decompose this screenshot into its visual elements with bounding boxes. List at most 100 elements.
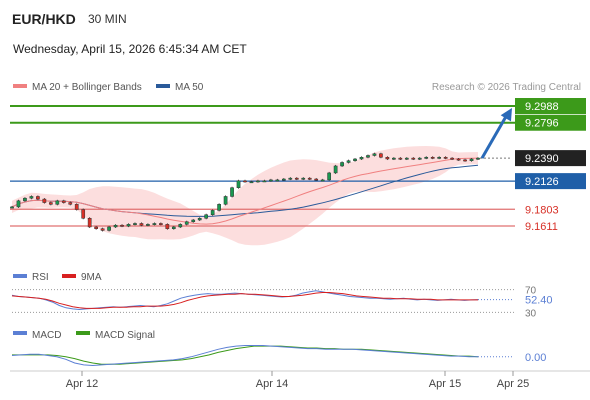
ma20-legend-label: MA 20 + Bollinger Bands: [32, 82, 142, 93]
candle-body: [392, 157, 396, 160]
rsi-legend-label: RSI: [32, 272, 49, 283]
candle-body: [353, 158, 357, 161]
candle-body: [10, 206, 14, 209]
candle-body: [197, 217, 202, 221]
target-label-box-1: [515, 114, 586, 131]
candle-body: [294, 177, 299, 180]
candle-body: [23, 197, 27, 202]
last-label-text-2: 9.2390: [525, 153, 559, 165]
rsi-ma-legend-swatch: [62, 274, 76, 278]
candle-body: [269, 179, 273, 182]
candle-body: [404, 157, 409, 160]
candle-body: [230, 187, 234, 197]
candle-body: [398, 157, 403, 160]
candle-body: [437, 156, 442, 159]
price-levels: [10, 105, 515, 227]
credit-label: Research © 2026 Trading Central: [432, 82, 581, 93]
rsi-ma-legend-label: 9MA: [81, 272, 102, 283]
macd-signal-line: [12, 345, 479, 365]
x-tick-label-1: Apr 14: [256, 378, 288, 390]
moving-averages: [11, 157, 479, 225]
pivot-label-box-3: [515, 173, 586, 190]
candle-body: [314, 178, 319, 181]
symbol-title: EUR/HKD: [12, 11, 76, 27]
x-tick-label-2: Apr 15: [429, 378, 461, 390]
candle-body: [100, 228, 105, 231]
candle-body: [281, 178, 286, 181]
last-label-box-2: [515, 150, 586, 167]
candle-body: [55, 200, 60, 205]
target-label-box-0: [515, 98, 586, 114]
candle-body: [120, 224, 124, 227]
candle-body: [243, 180, 247, 183]
datetime-label: Wednesday, April 15, 2026 6:45:34 AM CET: [13, 42, 247, 56]
candle-body: [178, 224, 183, 228]
candle-body: [152, 223, 157, 225]
candle-body: [217, 204, 221, 211]
level-labels: 9.2988 9.2796 9.2390 9.2126 9.1803 9.1611: [515, 98, 586, 233]
candle-body: [29, 196, 34, 199]
candle-body: [191, 219, 196, 222]
candle-body: [223, 196, 228, 205]
support-label-text-5: 9.1611: [525, 221, 558, 233]
candle-body: [256, 180, 260, 183]
x-axis: Apr 12 Apr 14 Apr 15 Apr 25: [66, 371, 529, 390]
bollinger-band-area: [12, 146, 478, 246]
candle-body: [275, 179, 280, 182]
macd-legend-swatch: [13, 331, 27, 335]
candle-body: [372, 153, 377, 156]
candle-body: [430, 156, 435, 159]
candle-body: [107, 226, 111, 231]
candle-body: [133, 223, 137, 225]
target-label-text-1: 9.2796: [525, 118, 559, 130]
candle-body: [126, 224, 131, 227]
ma50-legend-swatch: [156, 84, 170, 88]
macd-signal-legend-label: MACD Signal: [95, 330, 155, 341]
candle-body: [443, 156, 448, 159]
x-tick-label-0: Apr 12: [66, 378, 98, 390]
candle-body: [87, 217, 92, 228]
macd-value-label: 0.00: [525, 352, 546, 364]
candle-body: [249, 181, 254, 184]
macd-signal-legend-swatch: [76, 331, 90, 335]
candle-body: [366, 155, 370, 158]
candle-body: [16, 200, 21, 208]
candle-body: [346, 160, 351, 163]
x-tick-label-3: Apr 25: [497, 378, 529, 390]
candle-body: [301, 177, 306, 180]
candle-body: [288, 177, 293, 180]
candle-body: [456, 158, 461, 161]
target-label-text-0: 9.2988: [525, 101, 559, 113]
rsi-level-label-1: 30: [525, 308, 537, 319]
macd-panel: 0.00: [11, 345, 546, 367]
macd-line: [11, 345, 478, 367]
forecast-arrow-shaft: [480, 112, 510, 159]
bollinger-band: [12, 146, 478, 246]
candle-body: [359, 156, 364, 160]
candle-body: [94, 226, 98, 229]
rsi-legend-swatch: [13, 274, 27, 278]
candle-body: [476, 157, 480, 160]
candle-body: [379, 153, 383, 158]
candle-body: [340, 162, 344, 167]
candle-body: [411, 157, 416, 160]
candle-body: [165, 224, 170, 229]
candle-body: [204, 214, 209, 219]
candle-body: [139, 223, 144, 226]
candle-body: [74, 204, 79, 210]
candle-body: [42, 198, 47, 203]
candle-body: [236, 180, 241, 188]
candles: [10, 152, 480, 232]
candle-body: [450, 157, 454, 160]
candle-body: [320, 179, 325, 182]
macd-legend-label: MACD: [32, 330, 61, 341]
ma50-legend-label: MA 50: [175, 82, 204, 93]
ma20-legend-swatch: [13, 84, 27, 88]
rsi-level-label-0: 70: [525, 286, 537, 297]
timeframe-label: 30 MIN: [88, 12, 127, 26]
candle-body: [262, 180, 267, 183]
candle-body: [424, 156, 429, 159]
forecast-arrow: [480, 108, 512, 159]
